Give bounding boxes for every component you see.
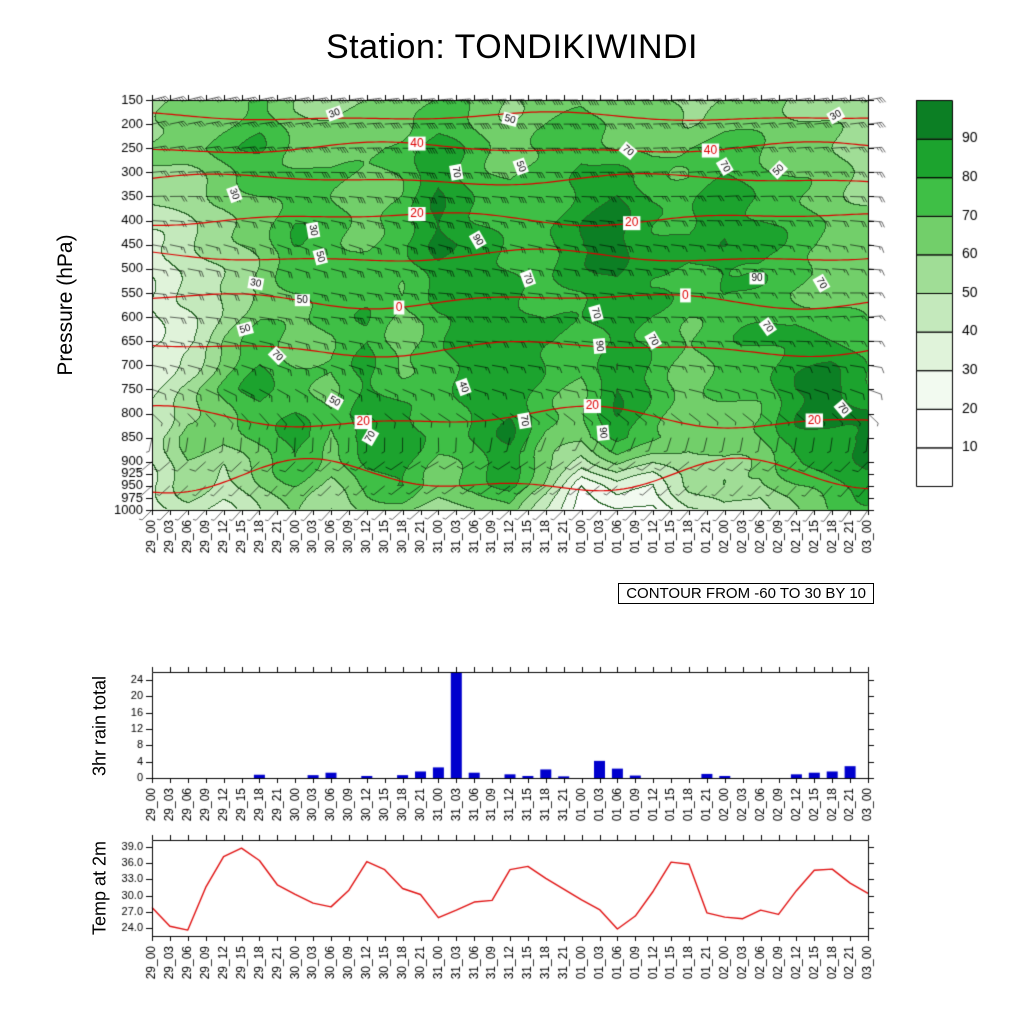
page-title: Station: TONDIKIWINDI <box>326 28 698 66</box>
rain-axis-label: 3hr rain total <box>89 675 110 777</box>
pressure-axis-label: Pressure (hPa) <box>54 234 77 376</box>
temp-axis-label: Temp at 2m <box>89 840 110 936</box>
contour-note-box: CONTOUR FROM -60 TO 30 BY 10 <box>618 583 874 604</box>
